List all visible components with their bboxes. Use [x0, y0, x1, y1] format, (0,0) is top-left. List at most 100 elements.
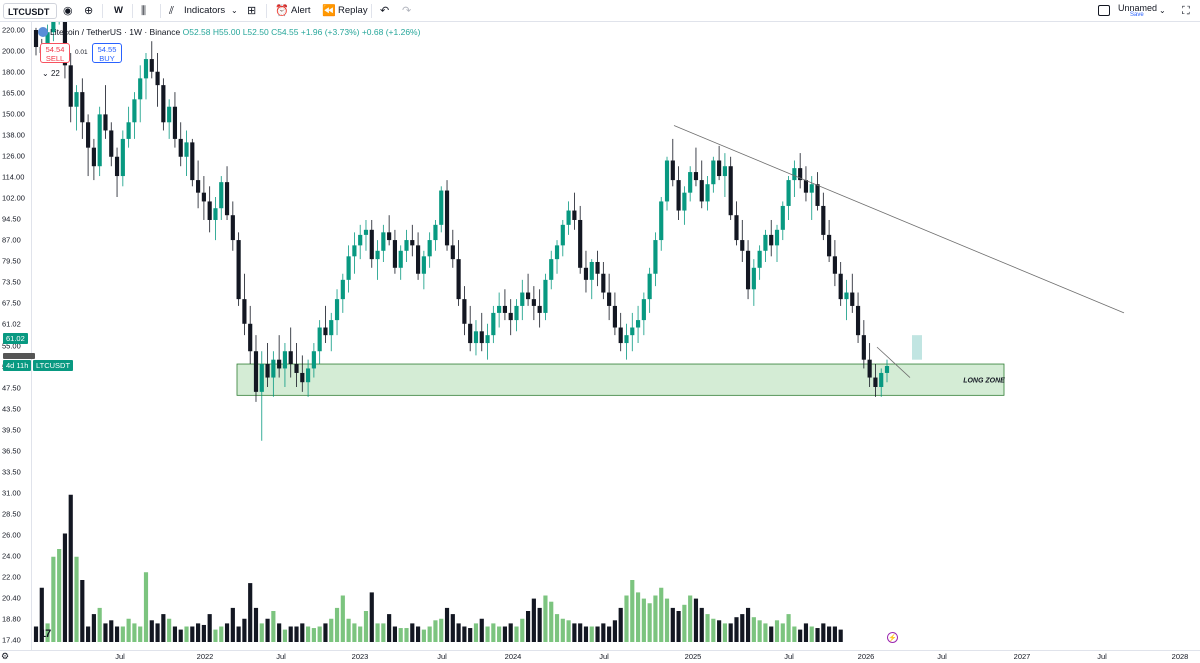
- sell-button[interactable]: 54.54 SELL: [40, 43, 70, 63]
- fullscreen-icon[interactable]: ⛶: [1182, 5, 1190, 17]
- interval-button[interactable]: W: [114, 5, 123, 16]
- candle-body: [363, 229, 369, 235]
- layout-icon[interactable]: [1098, 5, 1110, 16]
- candle-body: [178, 138, 183, 157]
- volume-bar: [201, 624, 206, 642]
- volume-bar: [369, 592, 374, 642]
- time-tick-label: 2027: [1013, 652, 1031, 661]
- candle-body: [711, 160, 716, 185]
- volume-bar: [769, 626, 774, 642]
- redo-icon[interactable]: ↷: [402, 5, 412, 17]
- replay-icon[interactable]: ⏪: [322, 5, 336, 17]
- candle-body: [213, 208, 218, 220]
- volume-bar: [815, 628, 820, 642]
- candle-body: [444, 190, 450, 246]
- candle-body: [161, 85, 166, 123]
- volume-bar: [514, 626, 519, 642]
- replay-button[interactable]: Replay: [338, 5, 368, 16]
- volume-bar: [346, 618, 351, 642]
- volume-bar: [624, 595, 629, 642]
- long-zone-label: LONG ZONE: [963, 378, 1005, 385]
- candle-body: [91, 147, 96, 167]
- volume-bar: [103, 623, 108, 642]
- templates-grid-icon[interactable]: ⊞: [247, 5, 257, 17]
- volume-bar: [774, 620, 780, 642]
- lightning-icon[interactable]: ⚡: [887, 632, 898, 643]
- volume-bar: [167, 618, 172, 642]
- time-tick-label: Jul: [115, 652, 125, 661]
- volume-bar: [670, 607, 675, 642]
- descending-trend-line: [673, 125, 1125, 314]
- undo-icon[interactable]: ↶: [380, 5, 390, 17]
- volume-bar: [80, 580, 85, 642]
- candle-body: [815, 184, 820, 206]
- candle-body: [647, 273, 652, 300]
- candle-body: [190, 142, 195, 181]
- candle-body: [491, 312, 496, 336]
- layout-name[interactable]: Unnamed: [1118, 3, 1158, 13]
- volume-bar: [219, 626, 224, 642]
- volume-bar: [109, 620, 114, 642]
- volume-bar: [699, 607, 704, 642]
- time-axis[interactable]: Jul 2022 Jul 2023 Jul 2024 Jul 2025 Jul 2026 Jul 20…: [0, 650, 1200, 663]
- buy-button[interactable]: 54.55 BUY: [92, 43, 122, 63]
- candle-body: [873, 377, 878, 387]
- candle-body: [525, 292, 531, 300]
- candle-body: [45, 32, 50, 53]
- candle-body: [167, 106, 172, 123]
- indicators-icon[interactable]: ⫽: [169, 5, 174, 17]
- candle-body: [433, 224, 438, 241]
- candle-body: [595, 261, 600, 274]
- alarm-clock-icon[interactable]: ⏰: [275, 5, 289, 17]
- volume-bar: [172, 626, 178, 642]
- save-label[interactable]: Save: [1130, 12, 1144, 18]
- buy-price: 54.55: [97, 45, 117, 54]
- chevron-down-icon[interactable]: ⌄: [231, 6, 238, 15]
- candle-body: [549, 259, 554, 280]
- volume-bar: [589, 626, 594, 642]
- price-tick-label: 24.00: [2, 551, 21, 561]
- price-tick-label: 31.00: [2, 488, 21, 498]
- candle-body: [317, 327, 322, 352]
- volume-bar: [415, 626, 421, 642]
- candle-body: [473, 331, 479, 344]
- volume-bar: [566, 620, 571, 642]
- volume-bar: [578, 623, 583, 642]
- candle-type-icon[interactable]: ⫼: [141, 5, 147, 17]
- candle-body: [74, 92, 79, 107]
- candle-body: [207, 201, 212, 220]
- volume-bar: [271, 611, 276, 642]
- add-symbol-icon[interactable]: ⊕: [84, 5, 94, 17]
- candle-body: [242, 299, 247, 324]
- volume-bar: [306, 626, 311, 642]
- volume-bar: [838, 629, 843, 642]
- candle-body: [659, 201, 664, 241]
- volume-bar: [635, 592, 641, 642]
- toolbar-divider: [266, 4, 267, 18]
- price-tick-label: 55.00: [2, 341, 21, 351]
- volume-bar: [248, 583, 253, 642]
- candle-body: [155, 71, 160, 86]
- indicator-count[interactable]: ⌄ 22: [42, 69, 60, 78]
- volume-bar: [398, 628, 403, 642]
- gear-icon[interactable]: ⚙: [1, 651, 10, 661]
- candle-body: [699, 180, 704, 202]
- candle-body: [421, 256, 426, 274]
- volume-bar: [39, 587, 44, 642]
- indicators-button[interactable]: Indicators: [184, 5, 226, 16]
- volume-bar: [572, 623, 577, 642]
- price-tick-label: 18.80: [2, 614, 21, 624]
- volume-bar: [230, 607, 235, 642]
- candle-body: [798, 168, 803, 181]
- chart-plot-area[interactable]: LONG ZONE: [32, 22, 1200, 650]
- symbol-search-button[interactable]: LTCUSDT: [3, 3, 57, 19]
- volume-bar: [618, 607, 623, 642]
- candle-body: [537, 305, 542, 313]
- alert-button[interactable]: Alert: [291, 5, 311, 16]
- volume-bar: [236, 626, 241, 642]
- volume-bar: [554, 614, 560, 642]
- candle-body: [415, 245, 421, 274]
- chevron-down-icon[interactable]: ⌄: [1159, 6, 1166, 15]
- eye-icon[interactable]: ◉: [63, 5, 73, 17]
- candle-body: [259, 364, 264, 392]
